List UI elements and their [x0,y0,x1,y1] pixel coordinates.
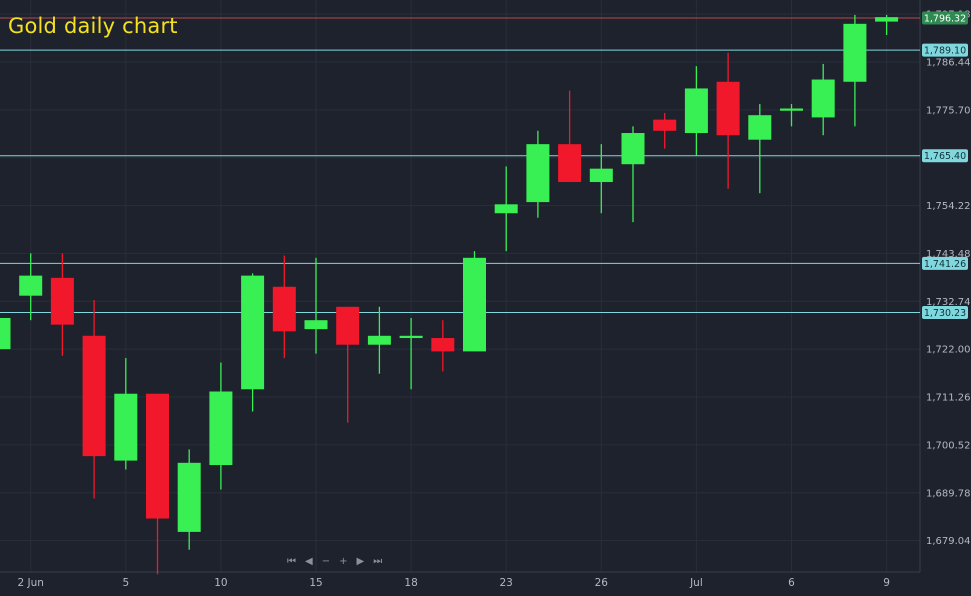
x-tick-label: 26 [595,577,609,589]
candle-body [146,393,169,519]
y-tick-label: 1,711.26 [926,393,971,404]
y-tick-label: 1,722.00 [926,345,971,356]
x-tick-label: 9 [883,577,890,589]
candle-body [653,119,677,131]
candle-body [399,335,423,339]
candle-body [241,275,265,390]
last-price-label: 1,796.32 [924,13,966,24]
candle-body [50,277,74,325]
level-badge [922,43,968,57]
x-tick-label: 23 [500,577,513,589]
x-tick-label: 2 Jun [17,577,43,589]
chart-navigation: ⏮ ◀ − + ▶ ⏭ [287,556,382,567]
candle-body [716,81,740,136]
y-tick-label: 1,775.70 [926,105,971,116]
x-tick-label: Jul [689,577,703,589]
level-badge [922,256,968,270]
y-tick-label: 1,689.78 [926,488,971,499]
nav-zoom-out-button[interactable]: − [321,556,331,567]
nav-last-button[interactable]: ⏭ [373,556,383,567]
level-badge [922,149,968,163]
x-tick-label: 15 [309,577,322,589]
candle-body [336,306,360,345]
level-badge-label: 1,789.10 [924,46,966,57]
candle-body [811,79,835,118]
y-tick-label: 1,732.74 [926,297,971,308]
candle-body [558,144,582,183]
candle-body [177,462,201,532]
candle-body [748,115,772,140]
candle-body [684,88,708,134]
candle-body [526,144,550,203]
candle-body [367,335,391,345]
candle-body [843,23,867,82]
candle-body [494,204,518,214]
y-tick-label: 1,700.52 [926,440,971,451]
candle-body [463,257,486,352]
level-badge-label: 1,765.40 [924,151,966,162]
x-tick-label: 5 [122,577,129,589]
level-badge-label: 1,730.23 [924,308,966,319]
y-tick-label: 1,679.04 [926,536,971,547]
nav-first-button[interactable]: ⏮ [287,556,296,567]
nav-prev-button[interactable]: ◀ [305,556,313,567]
y-tick-label: 1,743.48 [926,249,971,260]
x-tick-label: 10 [214,577,227,589]
candle-body [19,275,43,296]
level-badge [922,305,968,319]
candle-body [209,391,233,466]
candle-body [780,108,803,111]
candle-body [621,133,645,165]
y-tick-label: 1,754.22 [926,201,971,212]
x-tick-label: 6 [788,577,795,589]
chart-title: Gold daily chart [8,14,178,38]
candle-body [0,317,11,350]
x-tick-label: 18 [404,577,417,589]
nav-zoom-in-button[interactable]: + [339,556,348,567]
candle-body [589,168,613,183]
level-badge-label: 1,741.26 [924,259,966,270]
candle-body [875,17,899,22]
candle-body [272,286,296,332]
last-price-badge [922,11,968,25]
candle-body [304,320,328,330]
candle-body [431,338,455,352]
y-tick-label: 1,786.44 [926,57,971,68]
nav-next-button[interactable]: ▶ [356,556,365,567]
candle-body [82,335,106,457]
candle-body [114,393,138,461]
